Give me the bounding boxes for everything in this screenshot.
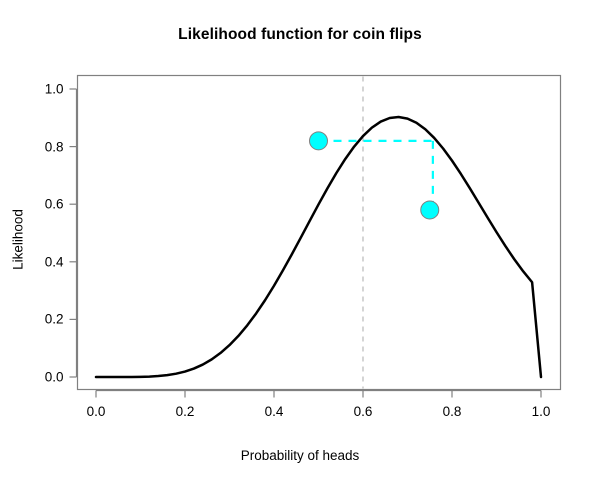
point-a[interactable] xyxy=(309,131,328,151)
chart-title: Likelihood function for coin flips xyxy=(178,26,422,43)
y-axis-label: Likelihood xyxy=(10,209,26,270)
x-tick-label-0.2: 0.2 xyxy=(175,403,195,419)
x-tick-label-0.0: 0.0 xyxy=(86,403,106,419)
plot-frame xyxy=(76,74,562,391)
y-tick-label-0.0: 0.0 xyxy=(44,369,64,385)
x-axis-label: Probability of heads xyxy=(240,448,360,463)
y-tick-label-0.8: 0.8 xyxy=(44,139,64,155)
y-tick-label-1.0: 1.0 xyxy=(44,81,64,97)
point-b[interactable] xyxy=(420,200,440,220)
x-tick-label-1.0: 1.0 xyxy=(531,403,551,419)
likelihood-curve xyxy=(94,115,543,379)
y-tick-label-0.6: 0.6 xyxy=(44,196,64,212)
x-tick-label-0.8: 0.8 xyxy=(442,403,462,419)
x-tick-label-0.4: 0.4 xyxy=(264,403,284,419)
y-tick-label-0.2: 0.2 xyxy=(44,311,64,327)
y-tick-label-0.4: 0.4 xyxy=(44,254,64,270)
x-tick-label-0.6: 0.6 xyxy=(353,403,373,419)
